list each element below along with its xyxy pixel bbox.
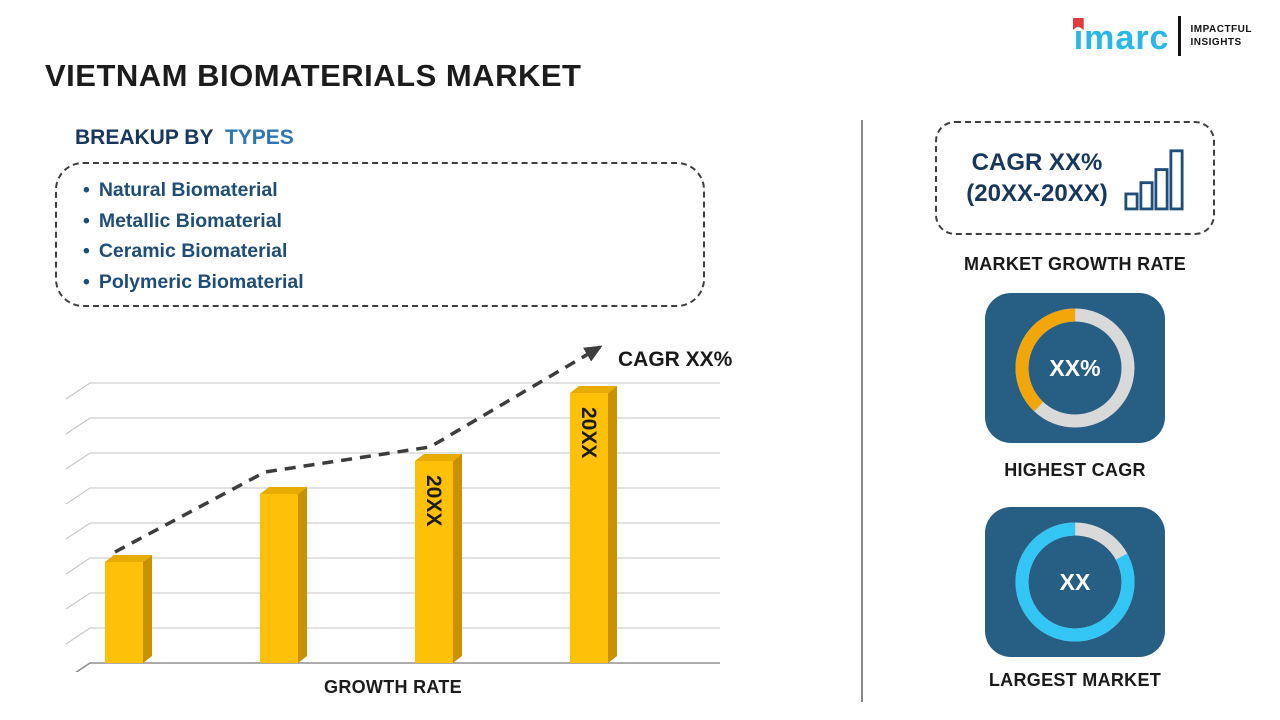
imarc-wordmark: imarc [1072,17,1170,57]
logo-brand-text: imarc [1073,19,1170,57]
highest-cagr-label: HIGHEST CAGR [1004,460,1146,480]
breakup-heading-highlight: TYPES [224,126,294,149]
largest-market-value: XX [1060,569,1091,595]
types-list-box: Natural Biomaterial Metallic Biomaterial… [55,162,705,307]
cagr-line2: (20XX-20XX) [966,180,1108,207]
bar-label: 20XX [422,475,445,526]
bar [105,562,143,663]
logo-tagline-line1: IMPACTFUL [1190,24,1252,35]
largest-market-label: LARGEST MARKET [988,670,1162,690]
bar [260,494,298,663]
type-item: Natural Biomaterial [83,175,703,206]
donut-value-arc [1015,308,1135,428]
bar-chart-icon [1124,149,1184,211]
largest-market-donut: XX [1015,522,1135,642]
page-title: VIETNAM BIOMATERIALS MARKET [45,58,582,93]
logo-tagline-line2: INSIGHTS [1190,37,1242,48]
chart-gridlines [65,382,720,672]
type-item: Ceramic Biomaterial [83,236,703,267]
cagr-annotation: CAGR XX% [618,348,733,371]
chart-xlabel: GROWTH RATE [324,677,462,697]
vertical-divider [861,120,863,702]
type-item: Polymeric Biomaterial [83,267,703,298]
cagr-summary-text: CAGR XX% (20XX-20XX) [966,147,1107,209]
types-list: Natural Biomaterial Metallic Biomaterial… [83,175,703,297]
highest-cagr-donut: XX% [1015,308,1135,428]
chart-bars: 20XX 20XX [105,386,617,663]
market-growth-rate-label: MARKET GROWTH RATE [963,254,1187,274]
highest-cagr-card: XX% [985,293,1165,443]
logo-tagline: IMPACTFUL INSIGHTS [1190,23,1252,49]
logo-flag-icon [1072,18,1084,30]
growth-rate-chart: 20XX 20XX CAGR XX% [65,345,733,672]
type-item: Metallic Biomaterial [83,206,703,237]
logo-divider [1178,16,1182,56]
largest-market-card: XX [985,507,1165,657]
bar [570,393,608,663]
cagr-line1: CAGR XX% [971,148,1103,176]
breakup-heading: BREAKUP BY TYPES [75,126,294,150]
cagr-summary-box: CAGR XX% (20XX-20XX) [935,121,1215,235]
breakup-heading-prefix: BREAKUP BY [75,126,214,149]
bar [415,461,453,663]
highest-cagr-value: XX% [1049,355,1100,381]
donut-value-arc [1015,522,1135,642]
trend-arrow [114,345,603,554]
imarc-logo: imarc IMPACTFUL INSIGHTS [1072,16,1252,57]
bar-label: 20XX [577,407,600,458]
